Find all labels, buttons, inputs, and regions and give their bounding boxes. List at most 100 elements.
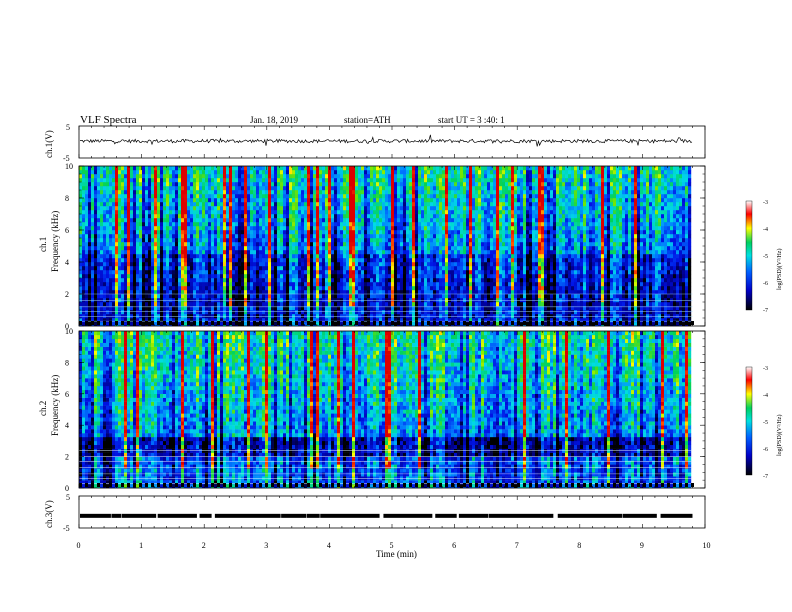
spectrogram-cell	[109, 218, 113, 223]
spectrogram-cell	[112, 318, 116, 323]
spectrogram-cell	[322, 286, 326, 291]
spectrogram-cell	[109, 246, 113, 251]
spectrogram-cell	[301, 186, 305, 191]
spectrogram-cell	[226, 254, 230, 259]
spectrogram-cell	[97, 286, 101, 291]
spectrogram-cell	[280, 310, 284, 315]
spectrogram-cell	[298, 198, 302, 203]
spectrogram-cell	[394, 222, 398, 227]
spectrogram-cell	[199, 286, 203, 291]
spectrogram-cell	[151, 286, 155, 291]
spectrogram-cell	[205, 266, 209, 271]
spectrogram-cell	[100, 242, 104, 247]
spectrogram-cell	[274, 170, 278, 175]
spectrogram-cell	[97, 182, 101, 187]
spectrogram-cell	[214, 214, 218, 219]
spectrogram-cell	[205, 182, 209, 187]
spectrogram-cell	[100, 250, 104, 255]
spectrogram-cell	[376, 274, 380, 279]
spectrogram-cell	[223, 166, 227, 171]
spectrogram-cell	[202, 290, 206, 295]
spectrogram-cell	[196, 166, 200, 171]
spectrogram-cell	[253, 306, 257, 311]
spectrogram-cell	[184, 290, 188, 295]
spectrogram-cell	[379, 230, 383, 235]
spectrogram-cell	[208, 306, 212, 311]
spectrogram-cell	[277, 222, 281, 227]
spectrogram-cell	[250, 218, 254, 223]
spectrogram-cell	[127, 170, 131, 175]
spectrogram-cell	[109, 306, 113, 311]
spectrogram-cell	[91, 206, 95, 211]
spectrogram-cell	[235, 246, 239, 251]
spectrogram-cell	[328, 270, 332, 275]
spectrogram-cell	[118, 170, 122, 175]
spectrogram-cell	[418, 242, 422, 247]
spectrogram-cell	[82, 242, 86, 247]
spectrogram-cell	[250, 170, 254, 175]
spectrogram-cell	[97, 250, 101, 255]
spectrogram-cell	[121, 242, 125, 247]
spectrogram-cell	[379, 198, 383, 203]
spectrogram-cell	[244, 282, 248, 287]
spectrogram-cell	[403, 202, 407, 207]
spectrogram-cell	[136, 222, 140, 227]
spectrogram-cell	[400, 282, 404, 287]
spectrogram-cell	[226, 322, 230, 327]
spectrogram-cell	[337, 174, 341, 179]
spectrogram-cell	[418, 190, 422, 195]
spectrogram-cell	[412, 198, 416, 203]
spectrogram-cell	[100, 178, 104, 183]
spectrogram-cell	[136, 202, 140, 207]
spectrogram-cell	[319, 278, 323, 283]
spectrogram-cell	[409, 234, 413, 239]
spectrogram-cell	[313, 222, 317, 227]
spectrogram-cell	[85, 206, 89, 211]
spectrogram-cell	[295, 250, 299, 255]
spectrogram-cell	[235, 210, 239, 215]
spectrogram-cell	[409, 302, 413, 307]
spectrogram-cell	[244, 274, 248, 279]
spectrogram-cell	[442, 286, 446, 291]
spectrogram-cell	[397, 238, 401, 243]
spectrogram-cell	[208, 270, 212, 275]
spectrogram-cell	[205, 282, 209, 287]
spectrogram-cell	[166, 230, 170, 235]
spectrogram-cell	[169, 178, 173, 183]
spectrogram-cell	[355, 174, 359, 179]
spectrogram-cell	[391, 178, 395, 183]
spectrogram-cell	[205, 310, 209, 315]
spectrogram-cell	[412, 210, 416, 215]
spectrogram-cell	[139, 214, 143, 219]
spectrogram-cell	[190, 242, 194, 247]
spectrogram-cell	[412, 270, 416, 275]
spectrogram-cell	[322, 218, 326, 223]
spectrogram-cell	[172, 210, 176, 215]
spectrogram-cell	[298, 270, 302, 275]
spectrogram-cell	[115, 282, 119, 287]
spectrogram-cell	[88, 286, 92, 291]
spectrogram-cell	[298, 222, 302, 227]
spectrogram-cell	[319, 178, 323, 183]
spectrogram-cell	[343, 258, 347, 263]
spectrogram-cell	[274, 310, 278, 315]
spectrogram-cell	[88, 170, 92, 175]
spectrogram-cell	[337, 270, 341, 275]
spectrogram-cell	[439, 174, 443, 179]
spectrogram-cell	[274, 270, 278, 275]
spectrogram-cell	[232, 266, 236, 271]
spectrogram-cell	[358, 302, 362, 307]
spectrogram-cell	[382, 254, 386, 259]
spectrogram-cell	[352, 234, 356, 239]
spectrogram-cell	[130, 238, 134, 243]
spectrogram-cell	[97, 234, 101, 239]
spectrogram-cell	[220, 214, 224, 219]
spectrogram-cell	[295, 302, 299, 307]
spectrogram-cell	[433, 194, 437, 199]
spectrogram-cell	[175, 238, 179, 243]
spectrogram-cell	[130, 202, 134, 207]
spectrogram-cell	[430, 322, 434, 327]
spectrogram-cell	[187, 310, 191, 315]
spectrogram-cell	[145, 206, 149, 211]
spectrogram-cell	[430, 226, 434, 231]
